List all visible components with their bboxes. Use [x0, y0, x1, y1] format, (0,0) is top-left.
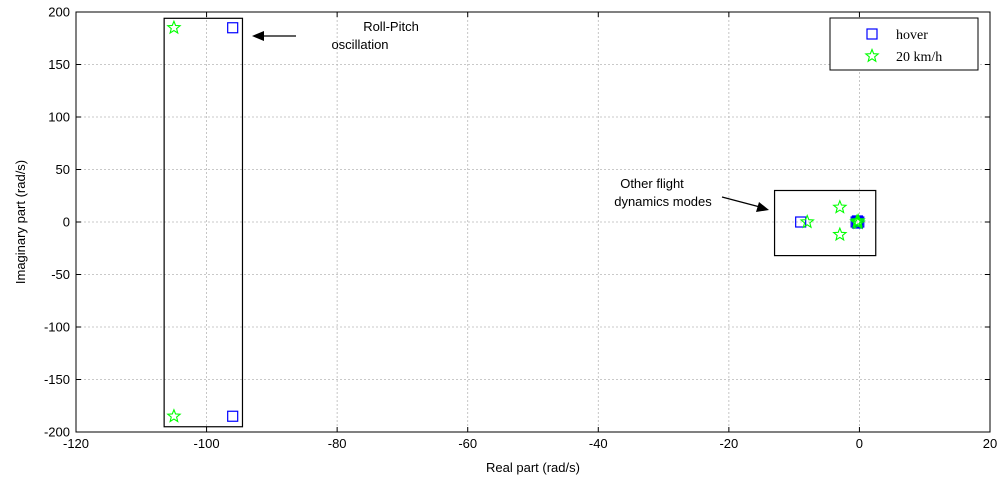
axis-ticks — [75, 11, 991, 433]
speed-20kmh-data-point — [166, 408, 182, 423]
x-tick-label: 20 — [983, 436, 997, 451]
annotation-boxes — [163, 17, 877, 428]
speed-20kmh-data-point — [850, 212, 866, 228]
hover-data-point — [227, 22, 239, 34]
y-tick-label: 50 — [56, 162, 70, 177]
y-tick-label: -200 — [44, 425, 70, 440]
speed-20kmh-data-point — [832, 226, 848, 242]
y-tick-label: 0 — [63, 215, 70, 230]
speed-20kmh-data-point — [850, 215, 866, 230]
legend-label-hover: hover — [896, 28, 928, 43]
annotation-other-modes-line-1: Other flight — [620, 176, 684, 191]
annotation-roll-pitch-line-1: Roll-Pitch — [363, 19, 419, 34]
y-tick-label: 200 — [48, 5, 70, 20]
hover-data-point — [795, 216, 807, 228]
data-points — [166, 19, 866, 423]
legend-hover-marker-icon — [866, 28, 878, 40]
x-tick-label: -40 — [589, 436, 608, 451]
annotation-roll-pitch-arrow — [252, 31, 296, 41]
y-tick-label: 100 — [48, 110, 70, 125]
y-tick-labels: -200 -150 -100 -50 0 50 100 150 200 — [44, 5, 70, 440]
x-tick-label: 0 — [856, 436, 863, 451]
x-tick-label: -80 — [328, 436, 347, 451]
legend: hover 20 km/h — [829, 17, 979, 71]
x-axis-label: Real part (rad/s) — [486, 460, 580, 475]
y-tick-label: -150 — [44, 372, 70, 387]
legend-20kmh-marker-icon — [864, 47, 880, 63]
legend-star-marker — [864, 47, 880, 63]
x-tick-label: -100 — [194, 436, 220, 451]
x-tick-labels: -120 -100 -80 -60 -40 -20 0 20 — [63, 436, 997, 451]
y-tick-label: 150 — [48, 57, 70, 72]
x-tick-label: -60 — [458, 436, 477, 451]
annotation-roll-pitch-line-2: oscillation — [331, 37, 388, 52]
y-tick-label: -100 — [44, 320, 70, 335]
speed-20kmh-data-point — [799, 213, 815, 229]
y-axis-label: Imaginary part (rad/s) — [13, 160, 28, 284]
annotation-box-other-modes — [773, 189, 877, 257]
annotation-other-modes-arrow — [721, 196, 769, 212]
speed-20kmh-data-point — [832, 199, 848, 214]
y-tick-label: -50 — [51, 267, 70, 282]
annotation-box-roll-pitch — [163, 17, 244, 428]
annotation-other-modes-line-2: dynamics modes — [614, 194, 712, 209]
legend-label-20kmh: 20 km/h — [896, 50, 942, 65]
x-tick-label: -20 — [719, 436, 738, 451]
speed-20kmh-data-point — [166, 19, 182, 35]
hover-data-point — [227, 410, 239, 422]
x-tick-label: -120 — [63, 436, 89, 451]
legend-box — [829, 17, 979, 71]
legend-square-marker — [866, 28, 878, 40]
